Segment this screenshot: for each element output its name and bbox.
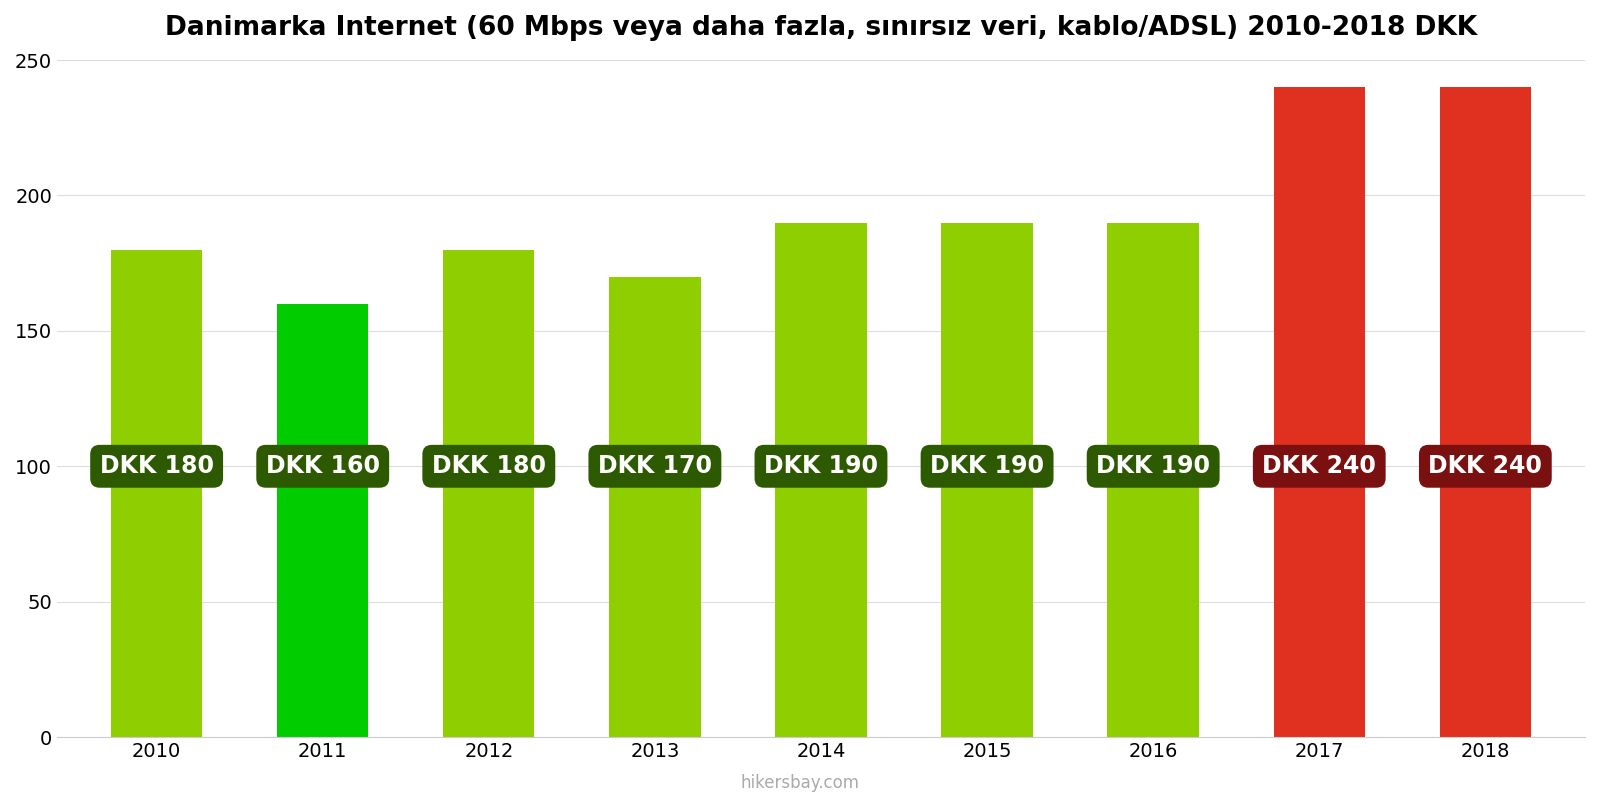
Bar [610, 277, 701, 737]
Text: hikersbay.com: hikersbay.com [741, 774, 859, 792]
Bar [1107, 222, 1198, 737]
Text: DKK 160: DKK 160 [266, 454, 379, 478]
Text: DKK 190: DKK 190 [763, 454, 878, 478]
Title: Danimarka Internet (60 Mbps veya daha fazla, sınırsız veri, kablo/ADSL) 2010-201: Danimarka Internet (60 Mbps veya daha fa… [165, 15, 1477, 41]
Text: DKK 190: DKK 190 [930, 454, 1045, 478]
Text: DKK 170: DKK 170 [598, 454, 712, 478]
Text: DKK 240: DKK 240 [1429, 454, 1542, 478]
Bar [443, 250, 534, 737]
Text: DKK 190: DKK 190 [1096, 454, 1210, 478]
Text: DKK 240: DKK 240 [1262, 454, 1376, 478]
Text: DKK 180: DKK 180 [432, 454, 546, 478]
Text: DKK 180: DKK 180 [99, 454, 214, 478]
Bar [941, 222, 1032, 737]
Bar [1440, 87, 1531, 737]
Bar [776, 222, 867, 737]
Bar [1274, 87, 1365, 737]
Bar [110, 250, 202, 737]
Bar [277, 304, 368, 737]
